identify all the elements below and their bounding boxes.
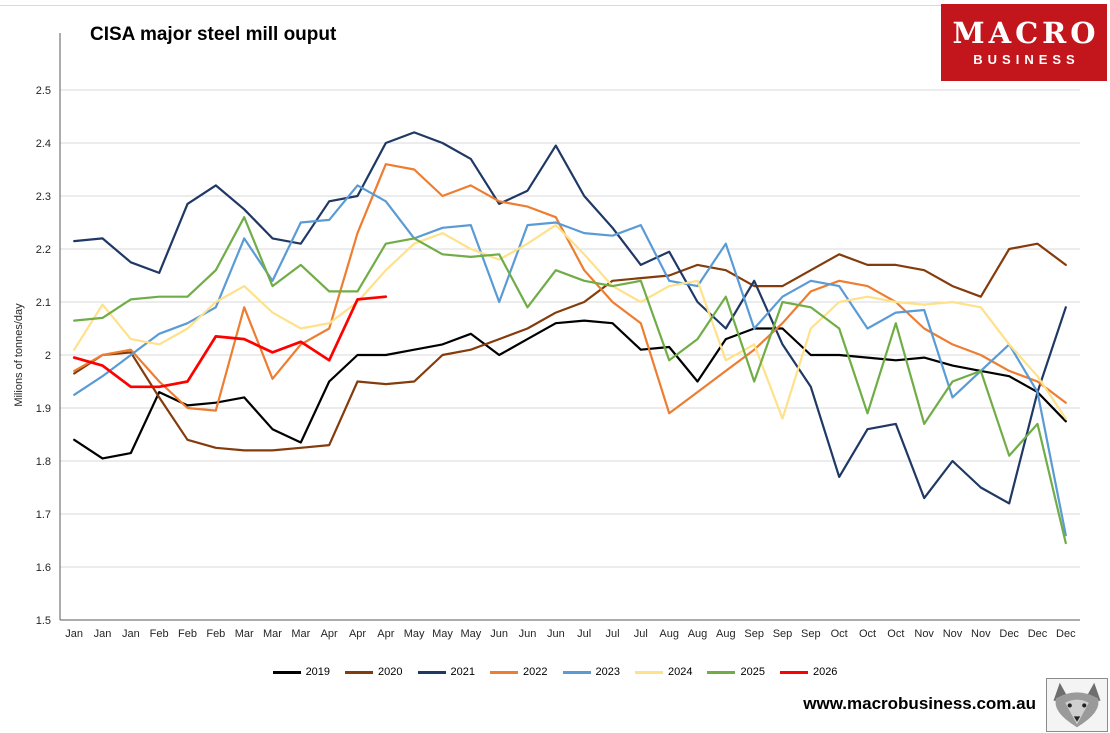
top-divider-line (0, 5, 941, 6)
x-tick-label: Sep (801, 628, 821, 640)
x-tick-label: May (404, 628, 425, 640)
x-tick-label: Feb (178, 628, 197, 640)
x-tick-label: Mar (291, 628, 310, 640)
legend-label-2019: 2019 (305, 666, 331, 678)
x-tick-label: Nov (914, 628, 934, 640)
legend-swatch-2024 (634, 670, 663, 674)
series-line-2020 (73, 242, 1067, 452)
y-tick-label: 2.1 (36, 297, 51, 309)
fox-head-icon (1053, 682, 1101, 728)
x-tick-label: Jul (577, 628, 591, 640)
y-tick-label: 1.7 (36, 509, 51, 521)
x-tick-label: Nov (943, 628, 963, 640)
series-line-2024 (73, 224, 1067, 420)
x-tick-label: Dec (1028, 628, 1048, 640)
y-tick-label: 1.8 (36, 456, 51, 468)
series-line-2026 (72, 295, 388, 389)
legend-label-2026: 2026 (812, 666, 838, 678)
series-line-2019 (73, 319, 1067, 460)
legend-label-2025: 2025 (740, 666, 765, 678)
legend-label-2021: 2021 (450, 666, 476, 678)
series-line-2025 (73, 216, 1067, 545)
x-tick-label: Dec (1056, 628, 1076, 640)
x-tick-label: Apr (349, 628, 366, 640)
x-tick-label: Jul (634, 628, 648, 640)
legend-swatch-2019 (272, 670, 301, 674)
y-tick-label: 2.5 (36, 85, 51, 97)
x-tick-label: Apr (321, 628, 338, 640)
chart-legend: 2019 2020 2021 2022 2023 2024 2025 2026 (0, 666, 1110, 678)
x-tick-label: Sep (744, 628, 764, 640)
legend-label-2022: 2022 (523, 666, 548, 678)
x-tick-label: Feb (150, 628, 169, 640)
logo-text-macro: MACRO (952, 16, 1100, 50)
logo-text-business: BUSINESS (973, 52, 1080, 67)
legend-label-2020: 2020 (378, 666, 403, 678)
x-tick-label: Oct (831, 628, 848, 640)
y-tick-label: 1.6 (36, 562, 51, 574)
y-tick-label: 2.2 (36, 244, 51, 256)
x-tick-label: Aug (688, 628, 708, 640)
x-tick-label: Mar (263, 628, 282, 640)
x-tick-label: Aug (659, 628, 679, 640)
legend-item-2022: 2022 (490, 666, 548, 678)
x-tick-label: Aug (716, 628, 736, 640)
x-tick-label: Sep (773, 628, 793, 640)
legend-swatch-2025 (707, 670, 736, 674)
x-tick-label: Jan (94, 628, 112, 640)
x-tick-label: Mar (235, 628, 254, 640)
chart-title: CISA major steel mill ouput (90, 24, 337, 45)
x-tick-label: Jun (519, 628, 537, 640)
series-line-2022 (73, 163, 1067, 415)
legend-swatch-2023 (562, 670, 591, 674)
x-tick-label: Jun (490, 628, 508, 640)
legend-label-2023: 2023 (595, 666, 620, 678)
legend-item-2024: 2024 (634, 666, 693, 678)
y-tick-label: 2 (45, 350, 51, 362)
legend-swatch-2020 (345, 670, 374, 674)
y-tick-label: 2.4 (36, 138, 51, 150)
x-tick-label: Feb (206, 628, 225, 640)
legend-item-2023: 2023 (562, 666, 620, 678)
x-tick-label: Dec (999, 628, 1019, 640)
x-tick-label: May (460, 628, 481, 640)
legend-swatch-2022 (490, 670, 519, 674)
legend-label-2024: 2024 (667, 666, 693, 678)
legend-item-2021: 2021 (417, 666, 476, 678)
legend-item-2020: 2020 (345, 666, 403, 678)
x-tick-label: Jan (65, 628, 83, 640)
x-tick-label: Nov (971, 628, 991, 640)
y-tick-label: 2.3 (36, 191, 51, 203)
y-axis-title: Milions of tonnes/day (13, 303, 25, 407)
website-url: www.macrobusiness.com.au (803, 694, 1036, 713)
macrobusiness-logo: MACRO BUSINESS (941, 4, 1107, 81)
y-tick-label: 1.5 (36, 615, 51, 627)
fox-logo-box (1046, 678, 1108, 732)
x-tick-label: Jul (605, 628, 619, 640)
line-chart: 1.5 1.6 1.7 1.8 1.9 2 2.1 2.2 2.3 2.4 2.5 Jan Jan Jan… (13, 33, 1080, 640)
x-tick-label: May (432, 628, 453, 640)
y-tick-label: 1.9 (36, 403, 51, 415)
legend-swatch-2026 (779, 670, 808, 674)
x-tick-label: Oct (859, 628, 876, 640)
x-tick-label: Jun (547, 628, 565, 640)
legend-item-2025: 2025 (707, 666, 765, 678)
series-line-2021 (73, 131, 1067, 505)
x-tick-label: Jan (122, 628, 140, 640)
series-line-2023 (73, 184, 1067, 537)
legend-item-2019: 2019 (272, 666, 331, 678)
legend-item-2026: 2026 (779, 666, 838, 678)
legend-swatch-2021 (417, 670, 446, 674)
x-tick-label: Oct (887, 628, 904, 640)
x-tick-label: Apr (377, 628, 394, 640)
